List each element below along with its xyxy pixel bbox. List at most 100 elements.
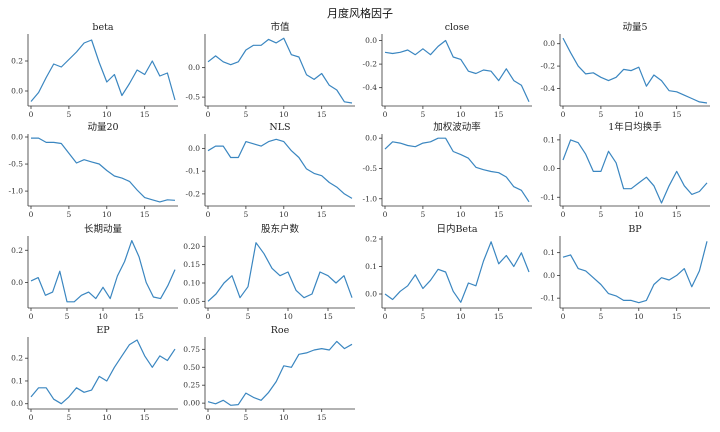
subplot-1: 市值 0 5 10 15 0.0 -0.5 <box>186 21 355 119</box>
series-line <box>384 39 530 103</box>
x-tick-label: 0 <box>29 413 34 422</box>
series-line <box>31 137 176 203</box>
y-tick-label: -0.5 <box>363 164 378 173</box>
x-tick-label: 5 <box>421 312 426 321</box>
x-tick-label: 15 <box>140 413 150 422</box>
x-tick-label: 0 <box>29 312 34 321</box>
subplot-title: BP <box>628 224 642 235</box>
y-tick-label: 0.25 <box>183 381 200 390</box>
x-tick-label: 5 <box>244 110 249 119</box>
x-tick-label: 5 <box>67 413 72 422</box>
x-tick-label: 15 <box>494 312 504 321</box>
x-tick-label: 10 <box>279 110 289 119</box>
x-tick-label: 0 <box>561 110 566 119</box>
x-tick-label: 10 <box>634 312 644 321</box>
figure-title: 月度风格因子 <box>327 6 393 20</box>
subplot-title: Roe <box>271 325 290 336</box>
subplot-title: 动量20 <box>87 122 118 133</box>
y-tick-label: -0.4 <box>541 84 556 93</box>
y-tick-label: 0.0 <box>11 399 23 408</box>
subplot-8: 长期动量 0 5 10 15 0.2 0.0 <box>11 223 178 321</box>
y-tick-label: -0.5 <box>9 160 24 169</box>
y-tick-label: 0.1 <box>365 262 377 271</box>
series-line <box>384 137 530 203</box>
x-tick-label: 0 <box>206 110 211 119</box>
x-tick-label: 10 <box>279 210 289 219</box>
subplot-title: EP <box>96 325 110 336</box>
x-tick-label: 0 <box>383 110 388 119</box>
x-tick-label: 5 <box>599 210 604 219</box>
x-tick-label: 10 <box>102 413 112 422</box>
x-tick-label: 15 <box>317 210 327 219</box>
y-tick-label: 0.2 <box>365 235 377 244</box>
subplot-9: 股东户数 0 5 10 15 0.20 0.15 0.10 0.05 <box>183 223 355 321</box>
subplot-13: Roe 0 5 10 15 0.75 0.50 0.25 0.00 <box>183 325 355 422</box>
y-tick-label: -0.5 <box>186 93 201 102</box>
x-tick-label: 0 <box>561 312 566 321</box>
x-tick-label: 5 <box>67 110 72 119</box>
x-tick-label: 0 <box>206 413 211 422</box>
series-line <box>384 241 530 303</box>
series-line <box>562 241 708 304</box>
subplot-0: beta 0 5 10 15 0.0 0.2 <box>11 22 178 119</box>
y-tick-label: 0.20 <box>183 242 200 251</box>
subplot-2: close 0 5 10 15 0.0 -0.2 -0.4 <box>363 22 532 119</box>
subplot-title: beta <box>92 22 114 33</box>
x-tick-label: 0 <box>561 210 566 219</box>
subplot-title: 1年日均换手 <box>608 121 662 133</box>
x-tick-label: 5 <box>421 210 426 219</box>
y-tick-label: -0.1 <box>541 294 555 303</box>
y-tick-label: 0.0 <box>365 134 377 143</box>
y-tick-label: 0.1 <box>543 135 555 144</box>
y-tick-label: 0.05 <box>183 297 200 306</box>
y-tick-label: -0.1 <box>541 193 555 202</box>
x-tick-label: 0 <box>29 110 34 119</box>
y-tick-label: 0.1 <box>11 376 23 385</box>
y-tick-label: 0.0 <box>11 133 23 142</box>
x-tick-label: 10 <box>102 210 112 219</box>
y-tick-label: 0.50 <box>183 363 200 372</box>
y-tick-label: 0.0 <box>365 36 377 45</box>
y-tick-label: -1.0 <box>9 187 24 196</box>
x-tick-label: 5 <box>244 210 249 219</box>
subplot-12: EP 0 5 10 15 0.2 0.1 0.0 <box>11 325 178 422</box>
x-tick-label: 0 <box>206 312 211 321</box>
subplot-7: 1年日均换手 0 5 10 15 0.1 0.0 -0.1 <box>541 121 710 219</box>
subplot-title: 股东户数 <box>261 223 300 235</box>
x-tick-label: 0 <box>383 210 388 219</box>
x-tick-label: 5 <box>67 210 72 219</box>
y-tick-label: 0.0 <box>188 144 200 153</box>
x-tick-label: 10 <box>102 110 112 119</box>
x-tick-label: 10 <box>456 210 466 219</box>
subplot-3: 动量5 0 5 10 15 0.0 -0.2 -0.4 <box>541 22 710 119</box>
x-tick-label: 10 <box>456 110 466 119</box>
y-tick-label: 0.0 <box>543 271 555 280</box>
y-tick-label: -0.2 <box>363 60 378 69</box>
y-tick-label: 0.00 <box>183 399 200 408</box>
x-tick-label: 15 <box>494 110 504 119</box>
x-tick-label: 15 <box>140 110 150 119</box>
subplot-5: NLS 0 5 10 15 0.0 -0.1 -0.2 <box>186 122 355 219</box>
x-tick-label: 15 <box>317 110 327 119</box>
x-tick-label: 15 <box>134 312 144 321</box>
y-tick-label: 0.2 <box>11 246 23 255</box>
x-tick-label: 10 <box>279 413 289 422</box>
x-tick-label: 0 <box>206 210 211 219</box>
x-tick-label: 10 <box>456 312 466 321</box>
x-tick-label: 15 <box>672 210 682 219</box>
subplot-title: 动量5 <box>622 22 647 33</box>
x-tick-label: 10 <box>634 210 644 219</box>
y-tick-label: 0.2 <box>11 354 23 363</box>
series-line <box>562 37 708 104</box>
series-line <box>30 240 176 303</box>
subplot-title: 长期动量 <box>84 223 123 235</box>
y-tick-label: 0.0 <box>543 164 555 173</box>
y-tick-label: -0.2 <box>186 189 201 198</box>
x-tick-label: 5 <box>244 413 249 422</box>
panels: beta 0 5 10 15 0.0 0.2 市值 0 5 10 15 0.0 -0.5 close 0 5 10… <box>9 21 710 422</box>
x-tick-label: 10 <box>98 312 108 321</box>
x-tick-label: 15 <box>672 312 682 321</box>
subplot-11: BP 0 5 10 15 0.1 0.0 -0.1 <box>541 224 710 321</box>
subplot-title: 日内Beta <box>436 223 477 235</box>
